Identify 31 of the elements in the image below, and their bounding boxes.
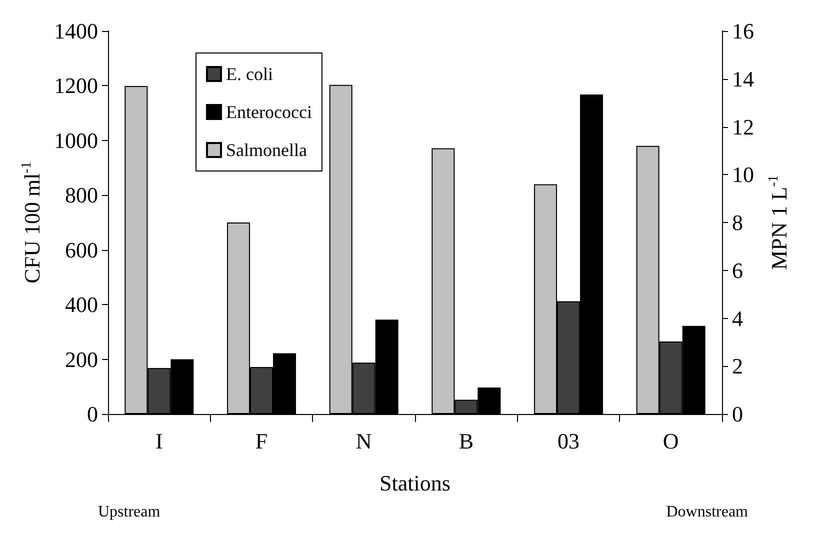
- y-axis-title: CFU 100 ml-1: [20, 162, 45, 284]
- x-tick-label: 03: [558, 428, 580, 454]
- legend-label: Enterococci: [226, 102, 312, 122]
- y-tick-label: 1200: [54, 73, 98, 98]
- y2-tick-label: 4: [732, 306, 743, 331]
- x-tick-label: N: [356, 428, 372, 454]
- text: Downstream: [666, 504, 749, 520]
- y-tick-label: 0: [87, 402, 98, 426]
- x-axis-title: Stations: [380, 470, 450, 496]
- y-tick-label: 1000: [54, 128, 98, 153]
- y-tick-label: 600: [65, 237, 98, 262]
- y2-axis-title: MPN 1 L-1: [766, 175, 792, 270]
- y2-tick-label: 16: [732, 18, 754, 44]
- legend-label: E. coli: [226, 64, 273, 84]
- y2-tick-label: 10: [732, 162, 754, 188]
- y-tick-label: 400: [65, 292, 98, 318]
- x-tick-label: B: [458, 428, 474, 454]
- x-tick-label: I: [156, 428, 163, 454]
- y2-tick-label: 6: [732, 258, 743, 283]
- y-tick-label: 200: [65, 346, 98, 372]
- y2-tick-label: 14: [732, 66, 754, 92]
- legend-label: Salmonella: [226, 140, 307, 160]
- y2-tick-label: 0: [732, 402, 743, 426]
- x-tick-label: F: [255, 428, 268, 454]
- y2-tick-label: 8: [732, 210, 743, 235]
- y-tick-label: 800: [65, 182, 98, 208]
- y2-tick-label: 2: [732, 354, 743, 379]
- text: Upstream: [98, 504, 161, 520]
- x-tick-label: O: [662, 428, 679, 454]
- y-tick-label: 1400: [54, 18, 98, 44]
- y2-tick-label: 12: [732, 114, 754, 140]
